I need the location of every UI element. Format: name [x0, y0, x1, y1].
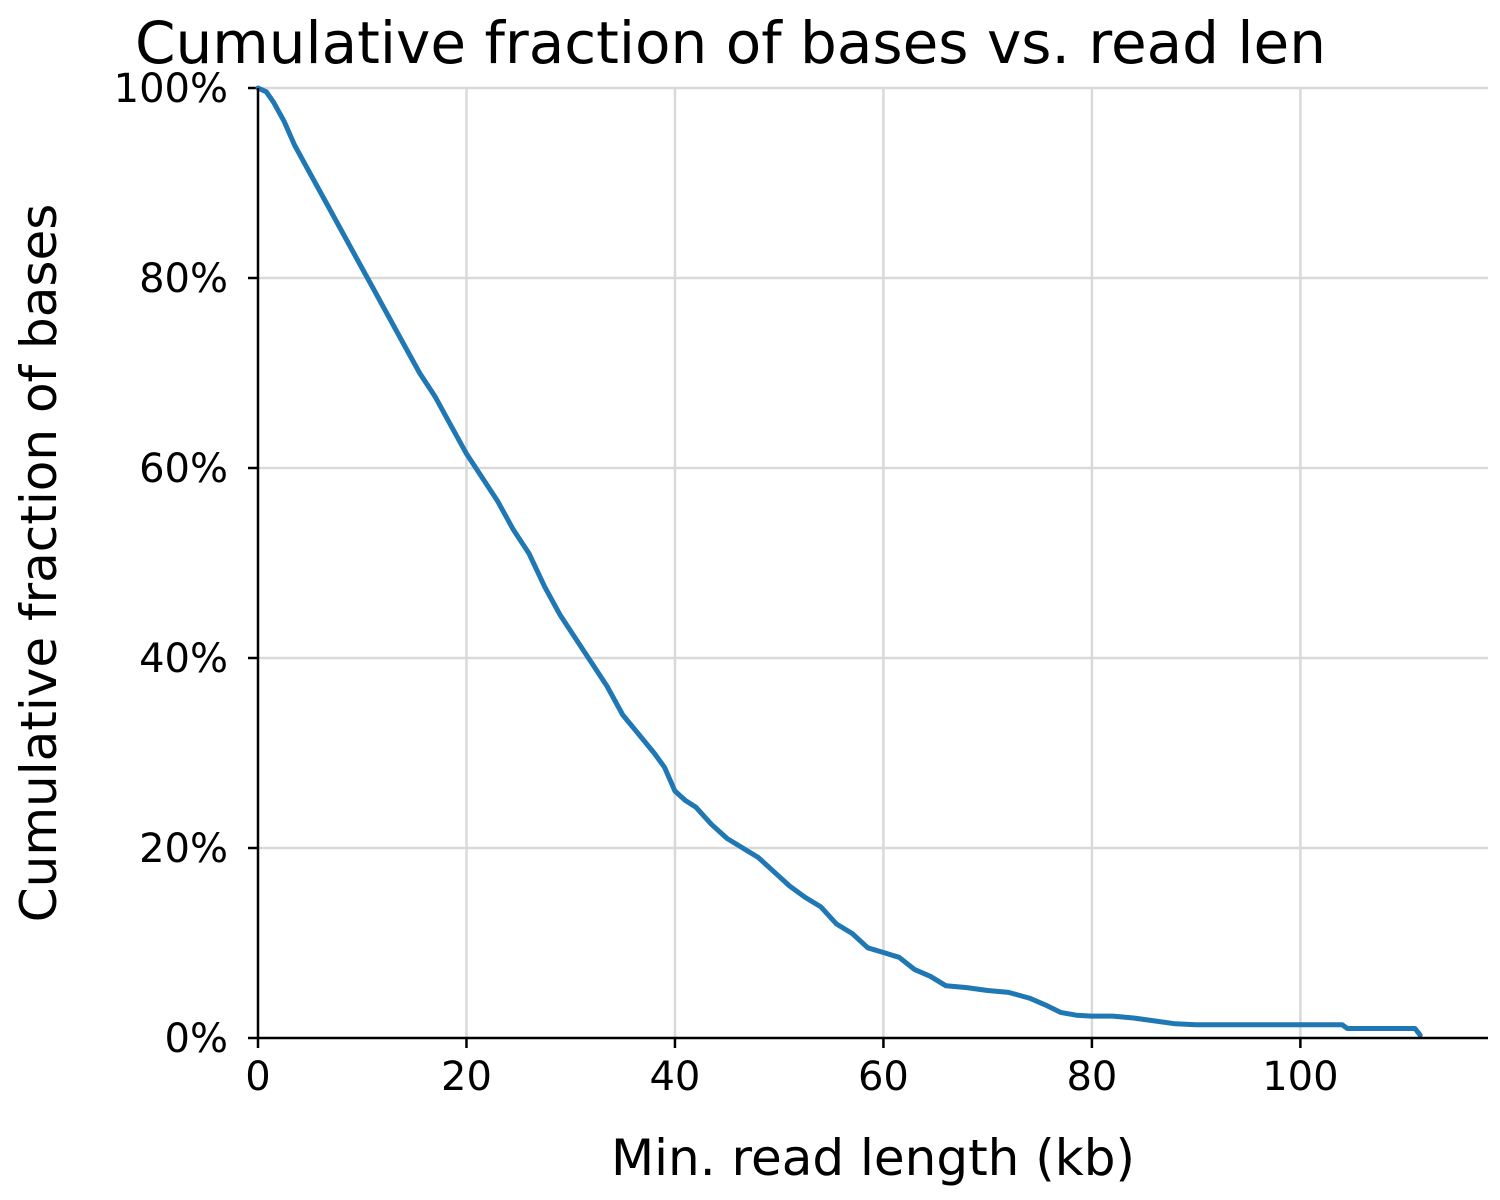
y-axis-label: Cumulative fraction of bases [10, 204, 68, 923]
x-axis-label: Min. read length (kb) [611, 1129, 1135, 1187]
y-tick-label: 0% [165, 1016, 228, 1062]
x-tick-label: 80 [1066, 1054, 1117, 1100]
x-tick-label: 40 [649, 1054, 700, 1100]
x-tick-label: 100 [1262, 1054, 1338, 1100]
y-tick-label: 20% [139, 826, 228, 872]
y-tick-label: 60% [139, 446, 228, 492]
x-tick-label: 20 [441, 1054, 492, 1100]
y-tick-label: 80% [139, 256, 228, 302]
grid [258, 86, 1488, 1038]
cumulative-fraction-line [255, 85, 1423, 1038]
axis-ticks: 0 20 40 60 80 100 0% 20% 40% 60% 80% 100% [114, 66, 1339, 1100]
x-tick-label: 60 [858, 1054, 909, 1100]
x-tick-label: 0 [245, 1054, 270, 1100]
chart-title: Cumulative fraction of bases vs. read le… [135, 9, 1326, 77]
y-tick-label: 100% [114, 66, 228, 112]
y-tick-label: 40% [139, 636, 228, 682]
